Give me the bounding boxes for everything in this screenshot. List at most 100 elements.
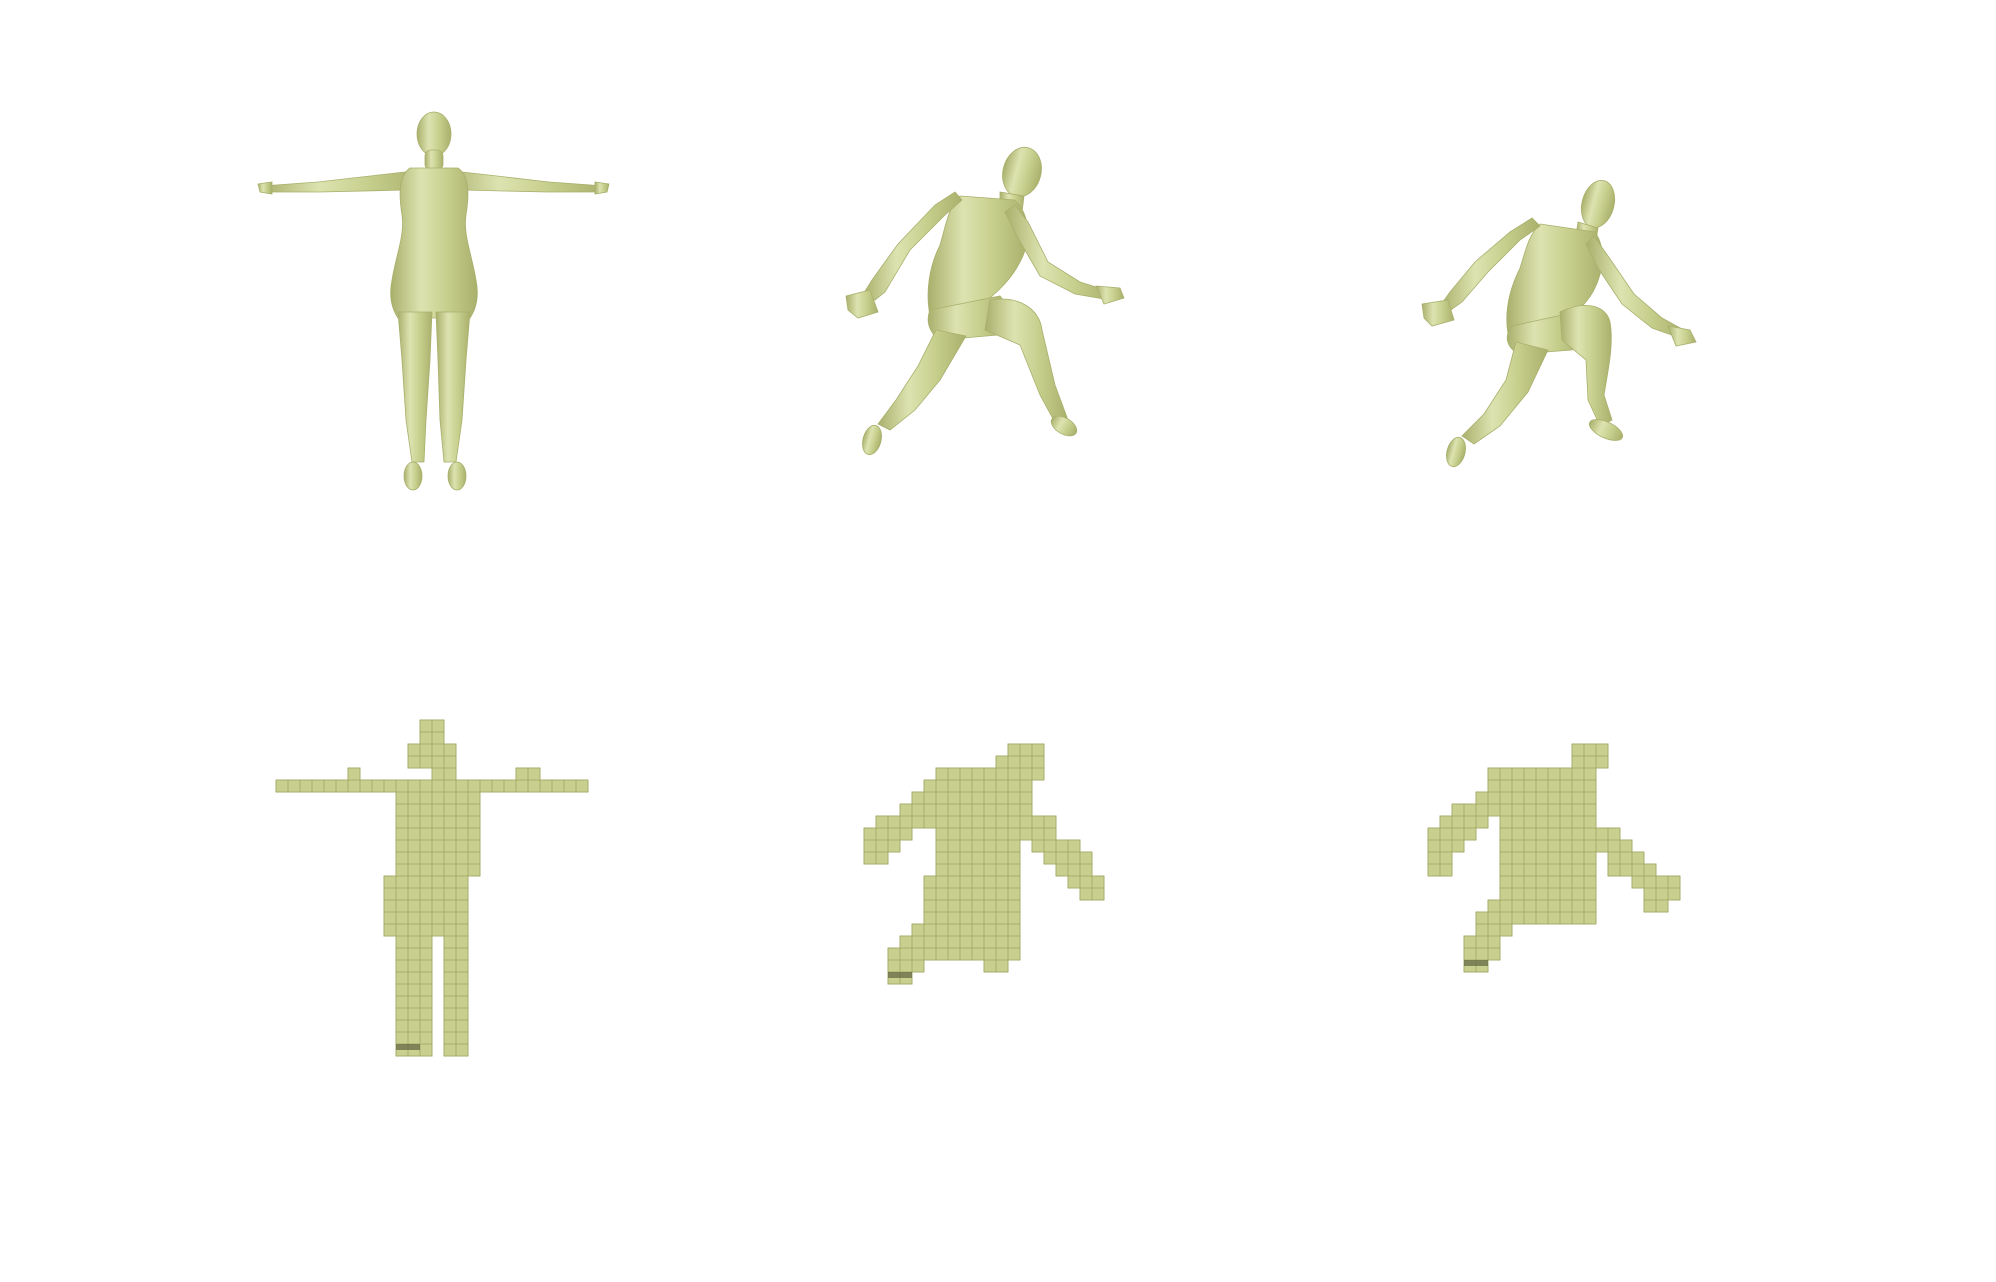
- voxel-cube: [407, 863, 421, 877]
- voxel-cube: [1007, 851, 1021, 865]
- voxel-cube: [899, 959, 913, 973]
- voxel-cube: [935, 923, 949, 937]
- voxel-cube: [1655, 875, 1669, 889]
- voxel-cube: [1451, 803, 1465, 817]
- voxel-cube: [1547, 767, 1561, 781]
- voxel-cube: [1499, 863, 1513, 877]
- voxel-cube: [1067, 839, 1081, 853]
- voxel-cube: [971, 803, 985, 817]
- voxel-cube: [1559, 851, 1573, 865]
- voxel-cube: [455, 935, 469, 949]
- voxel-cube: [347, 767, 361, 781]
- voxel-cube: [983, 803, 997, 817]
- voxel-cube: [1547, 911, 1561, 925]
- voxel-cube: [983, 887, 997, 901]
- voxel-cube: [503, 779, 517, 793]
- voxel-cube: [1523, 887, 1537, 901]
- voxel-cube: [515, 767, 529, 781]
- voxel-cube: [995, 791, 1009, 805]
- voxel-cube: [407, 1031, 421, 1045]
- voxel-cube: [1019, 743, 1033, 757]
- voxel-cube: [467, 863, 481, 877]
- voxel-cube: [995, 839, 1009, 853]
- voxel-cube: [983, 947, 997, 961]
- voxel-cube: [971, 899, 985, 913]
- voxel-cube: [923, 875, 937, 889]
- voxel-cube: [1571, 767, 1585, 781]
- voxel-cube: [455, 851, 469, 865]
- voxel-cube: [455, 887, 469, 901]
- voxel-cube: [575, 779, 589, 793]
- voxel-shadow: [396, 1044, 408, 1050]
- voxel-cube: [323, 779, 337, 793]
- voxel-cube: [995, 767, 1009, 781]
- voxel-cube: [1511, 899, 1525, 913]
- voxel-cube: [443, 911, 457, 925]
- voxel-cube: [407, 815, 421, 829]
- voxel-cube: [1559, 827, 1573, 841]
- voxel-cube: [923, 803, 937, 817]
- voxel-cube: [995, 947, 1009, 961]
- voxel-cube: [443, 947, 457, 961]
- voxel-cube: [455, 971, 469, 985]
- voxel-cube: [947, 875, 961, 889]
- voxel-cube: [1463, 815, 1477, 829]
- voxel-cube: [431, 851, 445, 865]
- voxel-cube: [1583, 899, 1597, 913]
- human-body-mesh-icon: [257, 111, 610, 491]
- voxel-cube: [983, 815, 997, 829]
- voxel-cube: [443, 995, 457, 1009]
- voxel-cube: [971, 911, 985, 925]
- voxel-cube: [1535, 815, 1549, 829]
- voxel-cube: [959, 779, 973, 793]
- voxel-cube: [959, 899, 973, 913]
- voxel-cube: [1571, 899, 1585, 913]
- voxel-cube: [959, 803, 973, 817]
- voxel-cube: [947, 935, 961, 949]
- voxel-cube: [1031, 839, 1045, 853]
- voxel-cube: [923, 779, 937, 793]
- voxel-cube: [923, 899, 937, 913]
- voxel-cube: [395, 839, 409, 853]
- voxel-cube: [419, 947, 433, 961]
- voxel-cube: [875, 851, 889, 865]
- voxel-cube: [1511, 887, 1525, 901]
- voxel-cube: [431, 779, 445, 793]
- voxel-cube: [1547, 827, 1561, 841]
- voxel-cube: [1559, 863, 1573, 877]
- voxel-cube: [455, 779, 469, 793]
- voxel-cube: [1559, 887, 1573, 901]
- voxel-cube: [1475, 815, 1489, 829]
- voxel-cube: [911, 959, 925, 973]
- voxel-cube: [995, 923, 1009, 937]
- voxel-cube: [563, 779, 577, 793]
- voxel-cube: [1007, 839, 1021, 853]
- voxel-cube: [947, 767, 961, 781]
- voxel-cube: [1607, 863, 1621, 877]
- voxel-cube: [1583, 863, 1597, 877]
- voxel-cube: [1007, 827, 1021, 841]
- voxel-cube: [947, 803, 961, 817]
- voxel-cube: [419, 803, 433, 817]
- voxel-cube: [1583, 911, 1597, 925]
- voxel-cube: [419, 1031, 433, 1045]
- voxel-cube: [983, 779, 997, 793]
- voxel-cube: [431, 767, 445, 781]
- voxel-cube: [923, 791, 937, 805]
- voxel-cube: [983, 923, 997, 937]
- voxel-cube: [1427, 827, 1441, 841]
- voxel-cube: [1535, 839, 1549, 853]
- voxel-cube: [1595, 755, 1609, 769]
- voxel-cube: [1487, 947, 1501, 961]
- voxel-cube: [947, 827, 961, 841]
- voxel-cube: [935, 767, 949, 781]
- voxel-cube: [947, 839, 961, 853]
- voxel-cube: [935, 815, 949, 829]
- voxel-cube: [1571, 911, 1585, 925]
- voxel-cube: [395, 995, 409, 1009]
- voxel-cube: [971, 875, 985, 889]
- voxel-cube: [1547, 851, 1561, 865]
- voxel-cube: [1511, 803, 1525, 817]
- voxel-cube: [467, 779, 481, 793]
- voxel-cube: [455, 863, 469, 877]
